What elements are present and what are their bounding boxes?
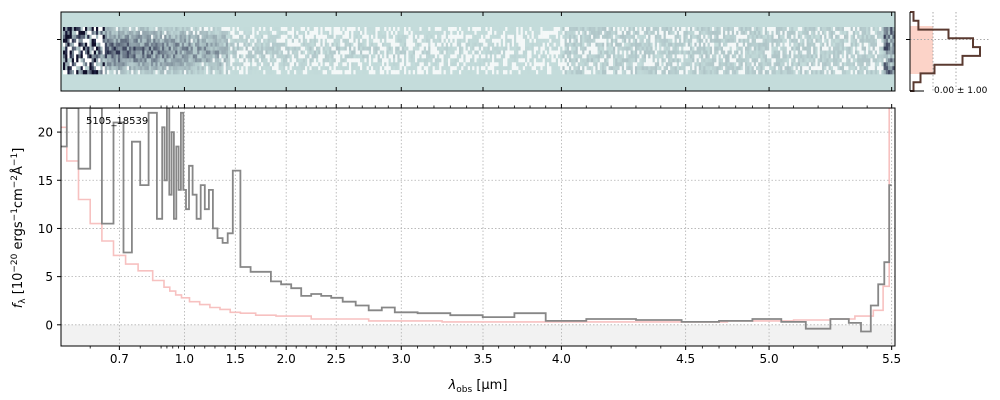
y-tick-label: 20 (38, 126, 53, 140)
x-tick-label: 1.5 (226, 352, 245, 366)
plot-frame (60, 107, 896, 347)
x-axis-label: λobs [μm] (448, 378, 508, 395)
object-id-label: 5105_18539 (86, 116, 148, 127)
hist-summary-label: 0.00 ± 1.00 (934, 86, 988, 96)
y-tick-label: 5 (45, 270, 53, 284)
x-tick-label: 3.5 (473, 352, 492, 366)
y-tick-label: 15 (38, 174, 53, 188)
x-tick-label: 2.0 (277, 352, 296, 366)
x-tick-label: 2.5 (327, 352, 346, 366)
y-axis-label: fλ [10−20 ergs−1cm−2Å−1] (10, 148, 28, 309)
x-tick-label: 5.5 (882, 352, 901, 366)
y-tick-label: 10 (38, 222, 53, 236)
noise-histogram-panel (906, 11, 990, 92)
spectrum-2d-frame (60, 11, 896, 92)
x-tick-label: 1.0 (175, 352, 194, 366)
x-tick-label: 0.7 (110, 352, 129, 366)
flux-spectrum-line (61, 108, 892, 333)
spectrum-2d-panel (57, 11, 896, 92)
spectrum-2d-image (63, 27, 895, 75)
x-tick-label: 5.0 (760, 352, 779, 366)
hist-sigma-band (910, 26, 933, 74)
hist-line (910, 11, 981, 92)
zero-band (61, 324, 895, 346)
x-tick-label: 3.0 (392, 352, 411, 366)
spectrum-1d-panel: 0.7 1.0 1.5 2.0 2.5 3.0 3.5 4.0 4.5 5.0 5.5 0 5 10 15 2… (38, 104, 901, 366)
x-tick-label: 4.0 (552, 352, 571, 366)
x-tick-label: 4.5 (676, 352, 695, 366)
error-spectrum-line (61, 108, 892, 323)
y-tick-label: 0 (45, 318, 53, 332)
